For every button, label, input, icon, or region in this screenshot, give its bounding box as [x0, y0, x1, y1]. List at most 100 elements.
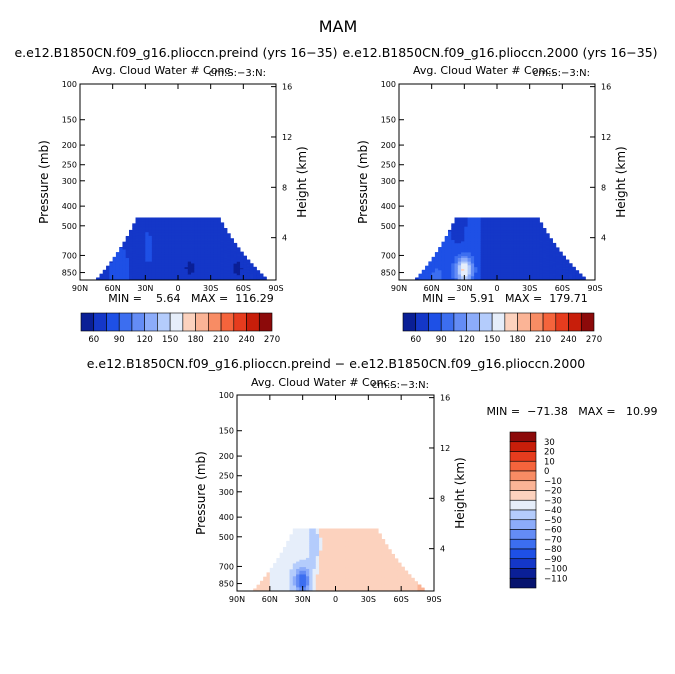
contour-cell [135, 257, 140, 261]
contour-cell [483, 217, 488, 220]
contour-cell [191, 246, 195, 250]
contour-cell [299, 581, 304, 585]
contour-cell [106, 277, 110, 279]
contour-cell [474, 278, 478, 281]
contour-cell [299, 539, 304, 542]
contour-cell [428, 269, 433, 271]
contour-cell [125, 251, 130, 254]
contour-cell [487, 246, 491, 250]
contour-cell [289, 544, 294, 547]
contour-cell [536, 239, 540, 242]
contour-cell [568, 271, 573, 273]
contour-cell [122, 260, 127, 263]
contour-cell [197, 226, 202, 229]
contour-cell [559, 267, 563, 269]
contour-cell [266, 583, 271, 585]
contour-cell [168, 232, 172, 235]
contour-cell [289, 587, 294, 590]
contour-cell [174, 243, 179, 246]
contour-cell [217, 230, 221, 233]
contour-cell [142, 234, 146, 237]
contour-cell [565, 265, 570, 267]
contour-cell [266, 577, 271, 579]
contour-cell [273, 577, 277, 579]
contour-cell [266, 589, 271, 591]
contour-cell [451, 261, 455, 264]
contour-cell [164, 263, 169, 266]
contour-cell [451, 250, 455, 253]
colorbar-swatch [208, 312, 222, 332]
contour-cell [526, 228, 531, 231]
contour-cell [263, 585, 267, 587]
contour-cell [519, 252, 524, 255]
contour-cell [184, 241, 189, 244]
contour-cell [559, 259, 563, 261]
contour-cell [164, 237, 169, 240]
contour-cell [497, 223, 501, 226]
contour-cell [148, 239, 153, 242]
contour-cell [109, 261, 114, 263]
contour-cell [454, 257, 459, 261]
colorbar-swatch [479, 312, 493, 332]
contour-cell [523, 265, 527, 268]
contour-cell [289, 534, 294, 537]
contour-cell [273, 569, 277, 571]
contour-cell [187, 261, 192, 264]
contour-cell [510, 232, 514, 235]
contour-cell [138, 219, 143, 222]
contour-cell [457, 232, 462, 235]
contour-cell [263, 583, 267, 585]
contour-cell [200, 245, 205, 248]
contour-cell [273, 579, 277, 581]
contour-cell [289, 549, 294, 552]
contour-cell [477, 245, 482, 248]
contour-cell [184, 237, 189, 240]
contour-cell [168, 219, 172, 222]
contour-cell [483, 263, 488, 266]
contour-cell [532, 239, 537, 242]
contour-cell [161, 265, 166, 268]
contour-cell [223, 260, 228, 263]
contour-cell [497, 224, 501, 228]
contour-cell [523, 245, 527, 248]
contour-cell [493, 219, 498, 222]
contour-cell [194, 270, 198, 274]
y-axis-label: Pressure (mb) [356, 140, 370, 224]
contour-cell [490, 250, 495, 253]
contour-cell [532, 241, 537, 244]
contour-cell [220, 264, 225, 267]
contour-cell [302, 585, 307, 588]
contour-cell [132, 243, 136, 246]
contour-cell [286, 548, 290, 551]
contour-cell [106, 266, 110, 267]
contour-cell [210, 268, 215, 272]
contour-cell [282, 575, 287, 578]
contour-cell [233, 261, 238, 263]
contour-cell [536, 254, 540, 257]
contour-cell [168, 252, 172, 255]
contour-cell [549, 264, 553, 266]
contour-cell [493, 263, 498, 266]
contour-cell [470, 230, 475, 233]
contour-cell [181, 276, 185, 279]
contour-cell [470, 239, 475, 242]
contour-cell [155, 252, 159, 255]
contour-cell [552, 262, 557, 265]
contour-cell [155, 270, 159, 274]
contour-cell [204, 221, 208, 224]
contour-cell [428, 270, 433, 272]
contour-cell [184, 245, 189, 248]
x-tick-label: 30N [137, 284, 153, 293]
contour-cell [273, 576, 277, 578]
contour-cell [246, 272, 251, 274]
contour-cell [464, 256, 468, 259]
contour-cell [178, 256, 182, 259]
contour-cell [513, 256, 517, 259]
contour-cell [263, 578, 267, 580]
contour-cell [276, 560, 281, 563]
contour-cell [204, 235, 208, 239]
contour-cell [158, 228, 163, 231]
contour-cell [263, 585, 267, 587]
contour-cell [529, 248, 534, 251]
contour-cell [135, 237, 140, 240]
